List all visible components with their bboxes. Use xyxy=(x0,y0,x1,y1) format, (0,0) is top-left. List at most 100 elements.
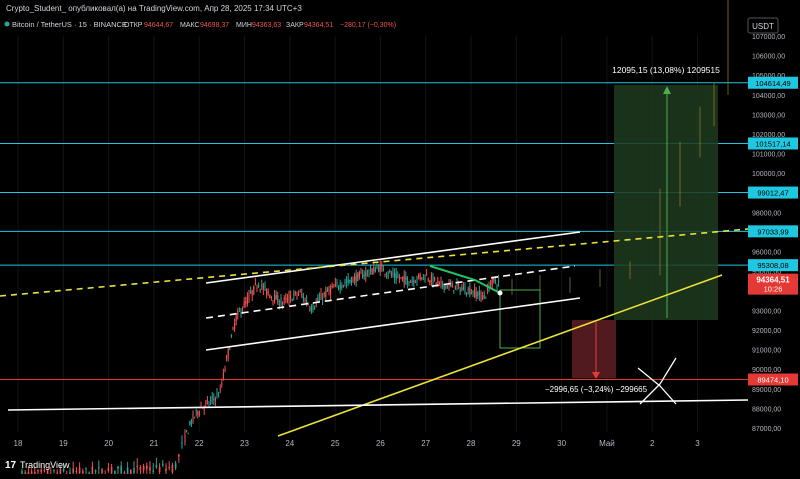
candle-174[interactable] xyxy=(381,261,382,272)
candle-125[interactable] xyxy=(303,293,304,303)
candle-213[interactable] xyxy=(444,285,445,293)
candle-86[interactable] xyxy=(240,308,241,318)
candle-85[interactable] xyxy=(239,307,240,312)
candle-192[interactable] xyxy=(410,280,411,283)
candle-175[interactable] xyxy=(383,265,384,271)
candle-199[interactable] xyxy=(421,277,422,280)
candle-69[interactable] xyxy=(213,393,214,405)
candle-158[interactable] xyxy=(356,270,357,287)
candle-218[interactable] xyxy=(452,281,453,288)
candle-149[interactable] xyxy=(341,282,342,290)
candle-191[interactable] xyxy=(408,281,409,286)
candle-78[interactable] xyxy=(228,348,229,362)
candle-91[interactable] xyxy=(248,290,249,303)
candle-193[interactable] xyxy=(412,276,413,286)
candle-231[interactable] xyxy=(472,290,473,297)
candle-207[interactable] xyxy=(434,277,435,282)
candle-160[interactable] xyxy=(359,271,360,280)
candle-230[interactable] xyxy=(471,289,472,294)
candle-228[interactable] xyxy=(468,286,469,294)
candle-29[interactable] xyxy=(114,471,116,474)
candle-76[interactable] xyxy=(224,366,225,373)
candle-178[interactable] xyxy=(388,271,389,280)
candle-98[interactable] xyxy=(260,288,261,292)
candle-55[interactable] xyxy=(191,419,192,427)
candle-137[interactable] xyxy=(322,293,323,305)
candle-92[interactable] xyxy=(250,286,251,294)
candle-203[interactable] xyxy=(428,277,429,282)
candle-94[interactable] xyxy=(253,285,254,295)
candle-83[interactable] xyxy=(236,314,237,326)
candle-25[interactable] xyxy=(101,468,103,474)
candle-227[interactable] xyxy=(466,292,467,297)
candle-180[interactable] xyxy=(391,271,392,278)
candle-147[interactable] xyxy=(338,285,339,291)
candle-210[interactable] xyxy=(439,281,440,286)
candle-141[interactable] xyxy=(328,286,329,296)
candle-73[interactable] xyxy=(220,384,221,393)
candle-157[interactable] xyxy=(354,273,355,285)
candle-181[interactable] xyxy=(392,267,393,277)
candle-136[interactable] xyxy=(320,288,321,300)
candle-126[interactable] xyxy=(304,297,305,303)
candle-51[interactable] xyxy=(184,429,185,445)
candle-124[interactable] xyxy=(301,289,302,298)
candle-167[interactable] xyxy=(370,264,371,274)
candle-82[interactable] xyxy=(234,319,235,333)
candle-155[interactable] xyxy=(351,277,352,286)
candle-68[interactable] xyxy=(212,392,213,404)
candle-72[interactable] xyxy=(218,392,219,398)
candle-60[interactable] xyxy=(199,411,200,417)
candle-176[interactable] xyxy=(384,274,385,278)
candle-102[interactable] xyxy=(266,288,267,298)
candle-202[interactable] xyxy=(426,269,427,276)
candle-114[interactable] xyxy=(285,293,286,303)
candle-115[interactable] xyxy=(287,294,288,304)
candle-52[interactable] xyxy=(186,430,187,433)
candle-101[interactable] xyxy=(264,282,265,291)
candle-212[interactable] xyxy=(442,281,443,290)
candle-53[interactable] xyxy=(188,433,189,434)
candle-216[interactable] xyxy=(448,279,449,291)
candle-190[interactable] xyxy=(407,276,408,288)
candle-152[interactable] xyxy=(346,276,347,289)
candle-197[interactable] xyxy=(418,273,419,279)
candle-100[interactable] xyxy=(263,283,264,295)
long-position-target-zone[interactable] xyxy=(614,85,718,320)
candle-140[interactable] xyxy=(327,287,328,292)
candle-189[interactable] xyxy=(405,271,406,285)
candle-129[interactable] xyxy=(309,306,310,312)
candle-93[interactable] xyxy=(252,290,253,301)
candle-118[interactable] xyxy=(292,298,293,301)
candle-234[interactable] xyxy=(477,291,478,299)
candle-99[interactable] xyxy=(261,280,262,290)
candle-184[interactable] xyxy=(397,271,398,278)
candle-154[interactable] xyxy=(349,280,350,284)
candle-244[interactable] xyxy=(493,278,494,284)
candle-204[interactable] xyxy=(429,280,430,285)
candle-159[interactable] xyxy=(357,272,358,281)
candle-96[interactable] xyxy=(256,284,257,292)
candle-134[interactable] xyxy=(317,294,318,302)
candle-75[interactable] xyxy=(223,369,224,381)
candle-104[interactable] xyxy=(269,294,270,298)
candle-200[interactable] xyxy=(423,274,424,280)
candle-221[interactable] xyxy=(456,278,457,290)
short-position-risk-zone[interactable] xyxy=(572,320,616,378)
candle-111[interactable] xyxy=(280,294,281,306)
candle-57[interactable] xyxy=(194,417,195,419)
candle-179[interactable] xyxy=(389,269,390,273)
candle-70[interactable] xyxy=(215,396,216,406)
candle-170[interactable] xyxy=(375,266,376,272)
candle-150[interactable] xyxy=(343,285,344,288)
candle-151[interactable] xyxy=(344,279,345,287)
candle-143[interactable] xyxy=(332,283,333,289)
candle-229[interactable] xyxy=(469,283,470,298)
candle-89[interactable] xyxy=(245,297,246,308)
candle-65[interactable] xyxy=(207,396,208,405)
candle-173[interactable] xyxy=(380,259,381,276)
candle-166[interactable] xyxy=(368,269,369,277)
candle-215[interactable] xyxy=(447,285,448,289)
candle-171[interactable] xyxy=(376,263,377,269)
candle-225[interactable] xyxy=(463,282,464,291)
